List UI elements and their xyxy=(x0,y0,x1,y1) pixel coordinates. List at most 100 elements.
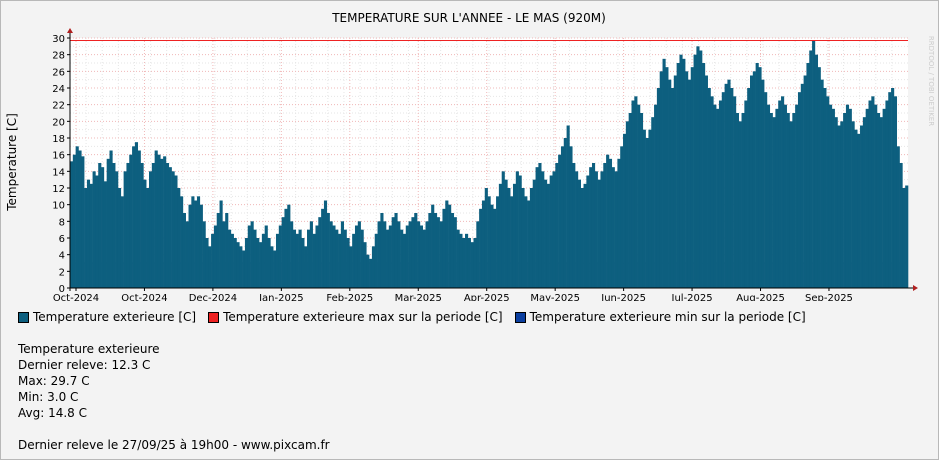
data-bar xyxy=(679,54,683,288)
data-bar xyxy=(318,217,322,288)
data-bar xyxy=(157,154,161,288)
data-bar xyxy=(338,233,342,288)
data-bar xyxy=(755,63,759,288)
data-bar xyxy=(710,96,714,288)
data-bar xyxy=(151,163,155,288)
data-bar xyxy=(292,229,297,288)
data-bar xyxy=(668,79,672,289)
data-bar xyxy=(735,113,740,288)
data-bar xyxy=(507,188,511,288)
y-tick-label: 12 xyxy=(52,184,65,195)
data-bar xyxy=(572,163,576,288)
x-tick-label: Aug-2025 xyxy=(736,293,785,301)
data-bar xyxy=(278,225,282,288)
data-bar xyxy=(264,225,268,288)
y-tick-label: 20 xyxy=(52,117,65,128)
data-bar xyxy=(408,221,412,288)
data-bar xyxy=(744,100,748,288)
data-bar xyxy=(639,113,644,288)
legend-item-max: Temperature exterieure max sur la period… xyxy=(208,310,503,324)
data-bar xyxy=(642,129,646,288)
data-bar xyxy=(549,175,553,288)
data-bar xyxy=(656,88,661,288)
data-bar xyxy=(363,242,367,288)
data-bar xyxy=(713,104,717,289)
data-bar xyxy=(845,104,850,289)
data-bar xyxy=(501,171,505,288)
data-bar xyxy=(738,121,742,288)
stats-block: Temperature exterieure Dernier releve: 1… xyxy=(18,341,160,421)
data-bar xyxy=(343,229,347,288)
data-bar xyxy=(332,225,336,288)
data-bar xyxy=(211,233,215,288)
data-bar xyxy=(631,100,635,288)
data-bar xyxy=(583,183,587,288)
data-bar xyxy=(453,217,457,288)
data-bar xyxy=(749,75,754,288)
data-bar xyxy=(521,188,525,288)
legend-swatch-max xyxy=(208,311,220,323)
data-bar xyxy=(905,185,909,288)
data-bar xyxy=(473,238,477,288)
data-bar xyxy=(182,213,186,288)
x-tick-label: Apr-2025 xyxy=(464,293,510,301)
data-bar xyxy=(185,221,189,288)
data-bar xyxy=(888,92,892,289)
data-bar xyxy=(665,67,669,289)
y-tick-label: 24 xyxy=(52,84,65,95)
data-bar xyxy=(247,225,251,288)
data-bar xyxy=(580,188,584,288)
data-bar xyxy=(411,217,415,288)
data-bar xyxy=(405,225,409,288)
data-bar xyxy=(123,171,127,288)
data-bar xyxy=(865,108,869,288)
data-bar xyxy=(323,200,328,288)
data-bar xyxy=(620,146,624,288)
data-bar xyxy=(470,242,474,288)
data-bar xyxy=(202,221,206,288)
data-bar xyxy=(419,225,423,288)
data-bar xyxy=(467,238,471,288)
data-bar xyxy=(267,238,271,288)
data-bar xyxy=(374,233,378,288)
data-bar xyxy=(857,133,861,288)
data-bar xyxy=(456,229,460,288)
y-tick-label: 28 xyxy=(52,51,65,62)
y-tick-label: 16 xyxy=(52,151,65,162)
data-bar xyxy=(654,104,658,289)
data-bar xyxy=(369,258,373,288)
x-tick-label: Sep-2025 xyxy=(805,293,853,301)
data-bar xyxy=(433,213,438,288)
x-axis-arrow xyxy=(913,285,918,291)
legend-swatch-temperature xyxy=(18,311,29,323)
legend-label-min: Temperature exterieure min sur la period… xyxy=(529,310,806,324)
y-tick-label: 0 xyxy=(59,284,65,295)
data-bar xyxy=(560,146,565,288)
y-tick-label: 8 xyxy=(59,217,65,228)
data-bar xyxy=(188,204,192,288)
data-bar xyxy=(386,229,390,288)
data-bar xyxy=(222,221,226,288)
data-bar xyxy=(281,217,285,288)
data-bar xyxy=(535,167,539,288)
data-bar xyxy=(357,221,361,288)
data-bar xyxy=(800,83,804,288)
data-bar xyxy=(199,204,203,288)
x-tick-label: Dec-2024 xyxy=(189,293,237,301)
data-bar xyxy=(422,229,426,288)
data-bar xyxy=(180,196,184,288)
data-bar xyxy=(515,171,519,288)
data-bar xyxy=(623,133,627,288)
data-bar xyxy=(428,213,432,288)
y-tick-label: 2 xyxy=(59,267,65,278)
data-bar xyxy=(597,179,601,288)
stats-max: Max: 29.7 C xyxy=(18,374,90,388)
data-bar xyxy=(781,96,785,288)
data-bar xyxy=(250,221,254,288)
data-bar xyxy=(112,163,116,288)
x-tick-label: Mar-2025 xyxy=(395,293,442,301)
data-bar xyxy=(154,150,158,288)
data-bar xyxy=(253,229,257,288)
data-bar xyxy=(380,213,384,288)
data-bar xyxy=(287,204,291,288)
